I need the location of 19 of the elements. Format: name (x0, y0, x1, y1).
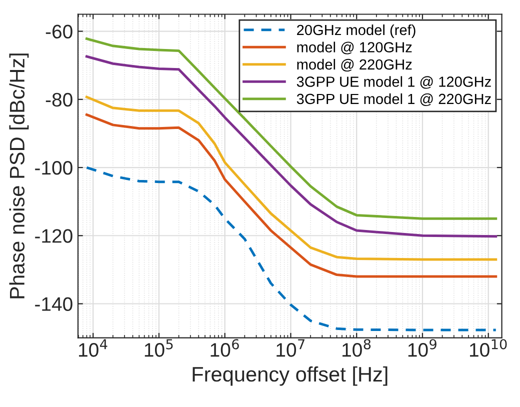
y-tick-label: -120 (35, 229, 72, 243)
y-axis-title: Phase noise PSD [dBc/Hz] (9, 54, 29, 298)
x-axis-title: Frequency offset [Hz] (192, 366, 388, 386)
x-tick-label: 10$^{10}$ (470, 339, 507, 357)
x-tick-label: 10$^{5}$ (144, 339, 173, 357)
x-tick-label: 10$^{4}$ (79, 339, 108, 357)
legend-label: 20GHz model (ref) (297, 24, 416, 38)
y-tick-label: -100 (35, 160, 72, 175)
x-tick-label: 10$^{7}$ (276, 339, 304, 357)
legend-label: 3GPP UE model 1 @ 120GHz (296, 76, 491, 89)
legend-label: model @ 220GHz (297, 58, 412, 72)
y-tick-label: -80 (46, 92, 72, 107)
legend-label: 3GPP UE model 1 @ 220GHz (296, 93, 491, 106)
x-tick-label: 10$^{6}$ (210, 339, 239, 357)
legend-label: model @ 120GHz (297, 42, 412, 54)
x-tick-label: 10$^{9}$ (408, 339, 436, 357)
y-tick-label: -60 (46, 24, 72, 39)
x-tick-label: 10$^{8}$ (342, 339, 371, 357)
y-tick-label: -140 (35, 297, 72, 311)
